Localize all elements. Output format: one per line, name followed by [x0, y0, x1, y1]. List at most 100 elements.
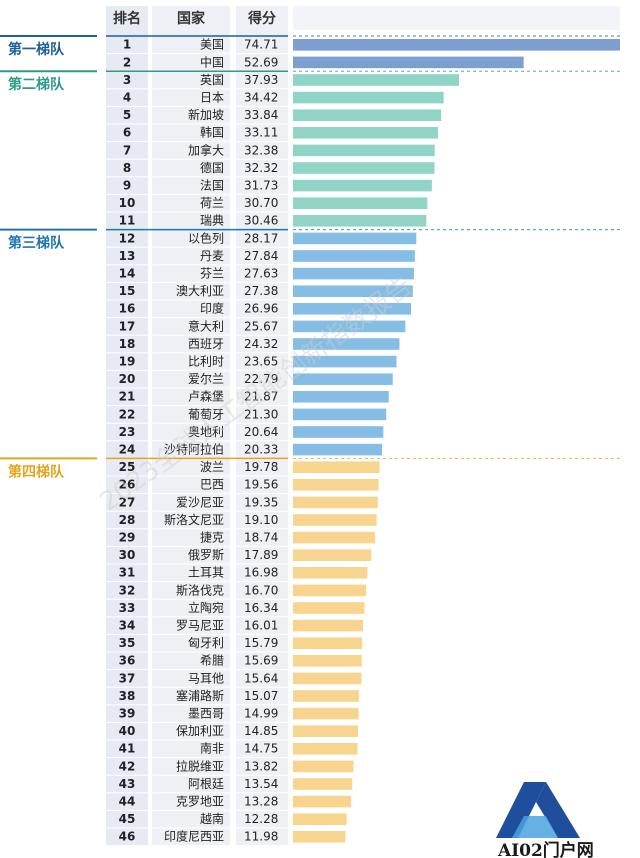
bar [293, 672, 362, 685]
bar-header-bg [293, 6, 620, 30]
rank-label: 32 [119, 583, 136, 597]
rank-label: 42 [119, 759, 136, 773]
score-bars [293, 39, 620, 843]
rank-label: 5 [123, 108, 131, 122]
bar [293, 496, 378, 509]
rank-label: 2 [123, 55, 131, 69]
rank-label: 17 [119, 319, 136, 333]
bar [293, 74, 460, 86]
country-label: 克罗地亚 [176, 794, 224, 808]
bar [293, 320, 406, 333]
score-label: 19.10 [244, 513, 278, 527]
rank-label: 20 [119, 372, 136, 386]
rank-label: 35 [119, 636, 136, 650]
rank-label: 3 [123, 73, 131, 87]
bar [293, 795, 352, 808]
country-label: 匈牙利 [188, 636, 224, 650]
bar [293, 162, 435, 174]
score-label: 30.46 [244, 214, 278, 228]
country-label: 美国 [200, 38, 224, 52]
country-label: 罗马尼亚 [176, 618, 224, 632]
tier-label: 第四梯队 [8, 463, 65, 480]
score-label: 26.96 [244, 302, 278, 316]
bar [293, 619, 364, 632]
score-label: 12.28 [244, 812, 278, 826]
rank-label: 27 [119, 495, 136, 509]
country-label: 保加利亚 [176, 724, 224, 738]
score-label: 20.64 [244, 425, 278, 439]
rank-label: 44 [119, 794, 136, 808]
logo-mark-right [536, 782, 580, 838]
country-label: 爱沙尼亚 [176, 495, 224, 509]
rank-label: 41 [119, 742, 136, 756]
score-label: 22.79 [244, 372, 278, 386]
score-label: 28.17 [244, 231, 278, 245]
score-label: 17.89 [244, 548, 278, 562]
header-score: 得分 [247, 10, 276, 27]
rank-label: 38 [119, 689, 136, 703]
score-label: 21.87 [244, 390, 278, 404]
score-label: 15.07 [244, 689, 278, 703]
score-label: 16.01 [244, 618, 278, 632]
country-label: 法国 [200, 178, 224, 192]
rank-label: 21 [119, 390, 136, 404]
rank-label: 25 [119, 460, 136, 474]
rank-label: 16 [119, 302, 136, 316]
header-rank: 排名 [113, 10, 141, 27]
score-label: 18.74 [244, 530, 278, 544]
bar [293, 707, 359, 720]
country-label: 葡萄牙 [188, 407, 224, 421]
rank-label: 23 [119, 425, 136, 439]
tier-label: 第三梯队 [8, 235, 65, 252]
rank-label: 40 [119, 724, 136, 738]
country-label: 南非 [200, 741, 224, 756]
bar [293, 778, 353, 790]
bar [293, 531, 376, 544]
rank-label: 34 [119, 618, 136, 632]
bar [293, 215, 427, 227]
rank-label: 26 [119, 478, 136, 492]
rank-label: 8 [123, 161, 131, 175]
country-label: 波兰 [200, 460, 224, 474]
bar [293, 479, 379, 491]
rank-label: 10 [119, 196, 136, 210]
rank-label: 19 [119, 354, 136, 368]
logo-mark-accent [512, 816, 558, 838]
rank-column-bg [106, 6, 148, 846]
rank-label: 45 [119, 812, 136, 826]
country-label: 西班牙 [188, 337, 224, 351]
bar [293, 144, 435, 157]
score-label: 25.67 [244, 319, 278, 333]
country-label: 捷克 [200, 530, 224, 544]
bar [293, 813, 347, 825]
score-label: 13.28 [244, 794, 278, 808]
country-column-bg [152, 6, 230, 846]
score-label: 16.98 [244, 566, 278, 580]
country-label: 巴西 [200, 478, 224, 492]
score-label: 14.85 [244, 724, 278, 738]
country-label: 拉脱维亚 [176, 758, 224, 773]
score-label: 24.32 [244, 337, 278, 351]
country-label: 墨西哥 [188, 706, 224, 720]
country-label: 阿根廷 [188, 777, 224, 791]
country-label: 中国 [200, 54, 224, 69]
rank-label: 6 [123, 126, 131, 140]
rank-label: 33 [119, 601, 136, 615]
bar [293, 408, 387, 421]
country-label: 斯洛伐克 [176, 582, 224, 597]
rank-label: 1 [123, 38, 131, 52]
score-label: 20.33 [244, 442, 278, 456]
tier-label: 第一梯队 [8, 41, 65, 58]
score-label: 27.38 [244, 284, 278, 298]
table-backgrounds [106, 6, 620, 846]
bar [293, 39, 620, 51]
country-label: 沙特阿拉伯 [164, 441, 224, 456]
bar [293, 338, 400, 350]
country-label: 越南 [200, 811, 224, 826]
score-label: 16.70 [244, 583, 278, 597]
bar [293, 391, 389, 403]
score-label: 13.82 [244, 759, 278, 773]
bar [293, 285, 413, 297]
rank-label: 15 [119, 284, 136, 298]
